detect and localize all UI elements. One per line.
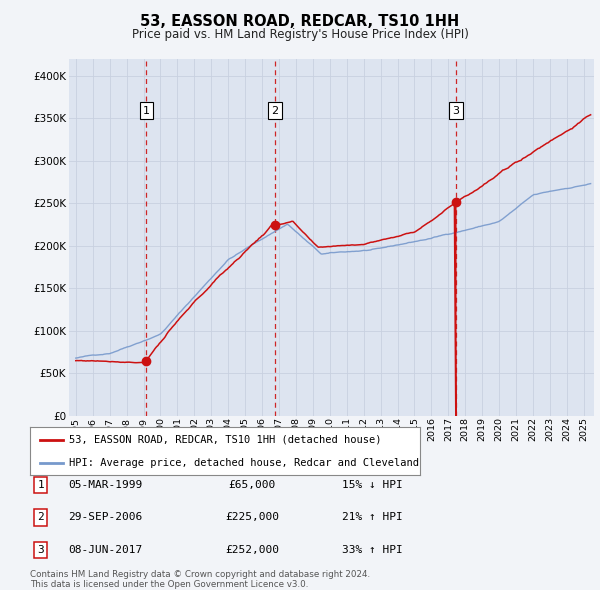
Text: 2: 2 xyxy=(271,106,278,116)
Text: 15% ↓ HPI: 15% ↓ HPI xyxy=(341,480,403,490)
Text: 3: 3 xyxy=(452,106,460,116)
Text: 2: 2 xyxy=(37,513,44,522)
Text: 29-SEP-2006: 29-SEP-2006 xyxy=(68,513,142,522)
Text: 3: 3 xyxy=(37,545,44,555)
Text: Contains HM Land Registry data © Crown copyright and database right 2024.: Contains HM Land Registry data © Crown c… xyxy=(30,570,370,579)
Text: 53, EASSON ROAD, REDCAR, TS10 1HH: 53, EASSON ROAD, REDCAR, TS10 1HH xyxy=(140,14,460,30)
Text: 53, EASSON ROAD, REDCAR, TS10 1HH (detached house): 53, EASSON ROAD, REDCAR, TS10 1HH (detac… xyxy=(69,435,382,445)
Text: £65,000: £65,000 xyxy=(229,480,275,490)
Text: 1: 1 xyxy=(37,480,44,490)
Text: This data is licensed under the Open Government Licence v3.0.: This data is licensed under the Open Gov… xyxy=(30,579,308,589)
Text: HPI: Average price, detached house, Redcar and Cleveland: HPI: Average price, detached house, Redc… xyxy=(69,458,419,468)
Text: Price paid vs. HM Land Registry's House Price Index (HPI): Price paid vs. HM Land Registry's House … xyxy=(131,28,469,41)
Text: £225,000: £225,000 xyxy=(225,513,279,522)
Text: 33% ↑ HPI: 33% ↑ HPI xyxy=(341,545,403,555)
Text: £252,000: £252,000 xyxy=(225,545,279,555)
Text: 05-MAR-1999: 05-MAR-1999 xyxy=(68,480,142,490)
Text: 21% ↑ HPI: 21% ↑ HPI xyxy=(341,513,403,522)
Text: 08-JUN-2017: 08-JUN-2017 xyxy=(68,545,142,555)
Text: 1: 1 xyxy=(143,106,150,116)
